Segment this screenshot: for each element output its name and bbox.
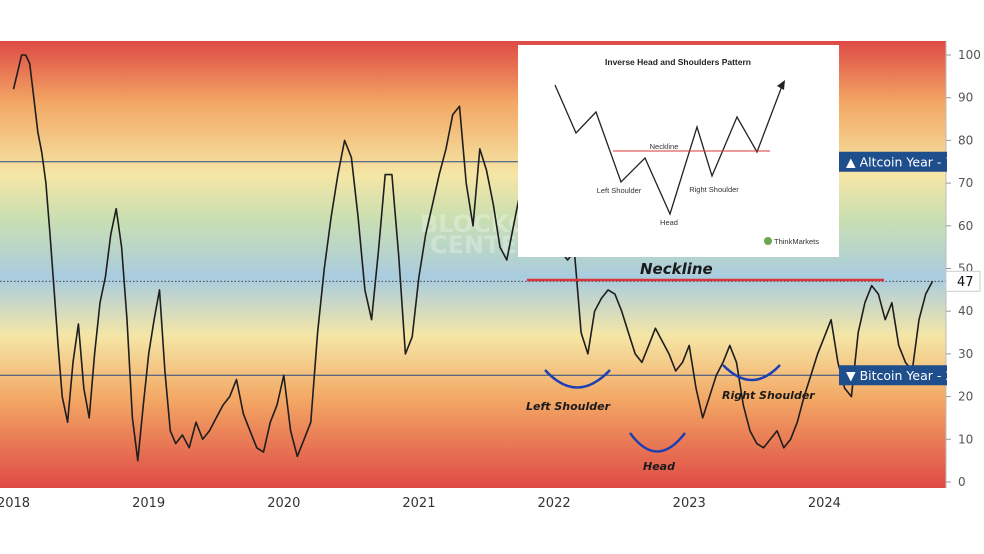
x-tick-label: 2019 xyxy=(132,496,165,511)
inset-brand-icon xyxy=(764,237,772,245)
neckline-label: Neckline xyxy=(640,260,713,278)
y-tick-label: 90 xyxy=(958,91,973,105)
x-tick-label: 2021 xyxy=(402,496,435,511)
y-tick-label: 40 xyxy=(958,304,973,318)
y-tick-label: 60 xyxy=(958,219,973,233)
altcoin-year-badge-label: ▲ Altcoin Year - 75 xyxy=(846,154,961,169)
inset-right-shoulder-label: Right Shoulder xyxy=(689,185,739,194)
y-tick-label: 100 xyxy=(958,48,981,62)
x-tick-label: 2022 xyxy=(538,496,571,511)
y-tick-label: 80 xyxy=(958,133,973,147)
altcoin-year-badge: ▲ Altcoin Year - 75 xyxy=(839,151,961,172)
inset-pattern-line xyxy=(554,84,783,216)
bitcoin-year-badge: ▼ Bitcoin Year - 25 xyxy=(839,365,961,386)
y-tick-label: 10 xyxy=(958,432,973,446)
right-shoulder-cup xyxy=(722,364,781,382)
x-axis-ticks: 2018 2019 2020 2021 2022 2023 2024 xyxy=(0,496,841,511)
left-shoulder-label: Left Shoulder xyxy=(526,400,611,413)
x-tick-label: 2023 xyxy=(673,496,706,511)
y-axis-panel xyxy=(946,41,984,488)
y-tick-label: 0 xyxy=(958,475,966,489)
inset-title: Inverse Head and Shoulders Pattern xyxy=(605,57,751,67)
current-value-badge: 47 xyxy=(945,270,981,292)
x-tick-label: 2024 xyxy=(808,496,841,511)
left-shoulder-cup xyxy=(544,369,611,389)
head-cup xyxy=(628,432,686,453)
inset-neckline-label: Neckline xyxy=(650,142,679,151)
y-tick-label: 30 xyxy=(958,347,973,361)
series-line xyxy=(12,54,934,462)
inset-brand-label: ThinkMarkets xyxy=(774,237,819,246)
inset-arrow-head xyxy=(777,80,785,90)
inset-pattern-diagram: Inverse Head and Shoulders Pattern Neckl… xyxy=(518,45,839,257)
y-tick-label: 20 xyxy=(958,390,973,404)
inset-left-shoulder-label: Left Shoulder xyxy=(597,186,642,195)
y-tick-label: 70 xyxy=(958,176,973,190)
inset-head-label: Head xyxy=(660,218,678,227)
x-tick-label: 2018 xyxy=(0,496,30,511)
right-shoulder-label: Right Shoulder xyxy=(722,389,815,402)
head-label: Head xyxy=(643,460,675,473)
bitcoin-year-badge-label: ▼ Bitcoin Year - 25 xyxy=(846,368,961,383)
x-tick-label: 2020 xyxy=(267,496,300,511)
current-value-label: 47 xyxy=(957,275,974,290)
